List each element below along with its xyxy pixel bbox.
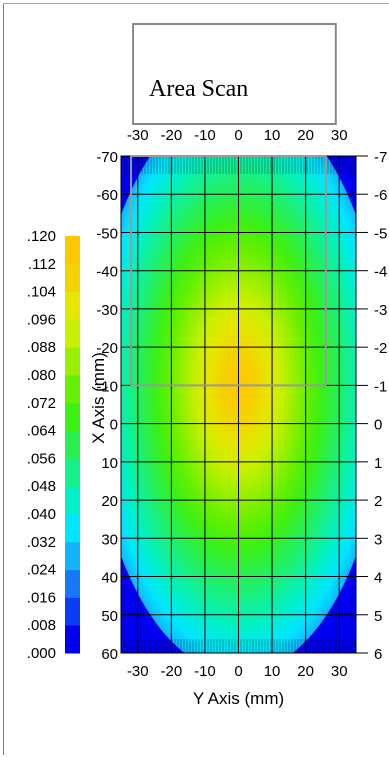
y-axis-label: X Axis (mm) (89, 352, 108, 444)
colorbar-tick-label: .024 (27, 562, 56, 579)
colorbar-tick-label: .112 (28, 256, 56, 273)
bottom-x-tick-labels: -30 -20 -10 0 10 20 30 (127, 663, 348, 680)
chart-title: Area Scan (149, 76, 248, 102)
figure-frame (3, 3, 389, 755)
x-tick-label-bottom: 20 (297, 663, 314, 680)
colorbar-tick-label: .072 (27, 395, 56, 412)
y-tick-label-right: 2 (374, 493, 382, 510)
y-tick-label-right: 5 (374, 608, 382, 625)
annotation-outline (130, 155, 327, 387)
colorbar-segment (65, 402, 80, 432)
colorbar-tick-label: .048 (27, 478, 56, 495)
y-tick-label-right: 0 (374, 417, 382, 434)
colorbar-tick-label: .080 (27, 367, 56, 384)
y-tick-label-left: 50 (101, 608, 118, 625)
y-tick-label-right: -4 (374, 264, 387, 281)
x-tick-label-top: 10 (264, 127, 281, 144)
y-tick-label-left: -20 (96, 340, 118, 357)
colorbar-segment (65, 263, 80, 293)
x-tick-label-top: -10 (194, 127, 216, 144)
colorbar-segment (65, 597, 80, 626)
annotation-box (132, 23, 337, 125)
colorbar-tick-label: .088 (27, 339, 56, 356)
colorbar-tick-label: .120 (27, 228, 56, 245)
x-tick-label-top: -30 (127, 127, 149, 144)
colorbar-segment (65, 625, 80, 654)
y-tick-label-left: 10 (101, 455, 118, 472)
y-tick-label-right: 6 (374, 646, 382, 663)
colorbar-segment (65, 458, 80, 487)
colorbar-tick-label: .096 (27, 311, 56, 328)
x-tick-label-top: 30 (331, 127, 348, 144)
colorbar-tick-labels: .120 .112 .104 .096 .088 .080 .072 .064 .056 .048… (27, 228, 56, 662)
x-tick-label-bottom: 10 (264, 663, 281, 680)
colorbar-segment (65, 319, 80, 348)
top-x-tick-labels: -30 -20 -10 0 10 20 30 (127, 127, 348, 144)
colorbar-tick-label: .032 (27, 534, 56, 551)
colorbar-segment (65, 347, 80, 376)
colorbar-segment (65, 375, 80, 404)
x-tick-label-bottom: -30 (127, 663, 149, 680)
x-tick-label-bottom: 0 (234, 663, 242, 680)
y-tick-label-right: 3 (374, 531, 382, 548)
colorbar-tick-label: .008 (27, 617, 56, 634)
y-tick-label-left: 30 (101, 531, 118, 548)
colorbar-tick-label: .000 (27, 645, 56, 662)
y-tick-label-left: 0 (110, 417, 118, 434)
colorbar-segment (65, 541, 80, 571)
y-tick-label-right: 1 (374, 455, 382, 472)
colorbar-segment (65, 486, 80, 515)
x-tick-label-top: -20 (161, 127, 183, 144)
x-axis-label: Y Axis (mm) (193, 689, 284, 708)
y-tick-label-right: -3 (374, 302, 387, 319)
left-y-tick-labels: -70 -60 -50 -40 -30 -20 -10 0 10 20 30 40 50 60 (96, 149, 118, 663)
y-tick-label-right: 4 (374, 570, 382, 587)
y-tick-label-right: -7 (374, 149, 387, 166)
x-tick-label-bottom: -10 (194, 663, 216, 680)
colorbar-segment (65, 236, 80, 265)
x-tick-label-top: 20 (297, 127, 314, 144)
y-tick-label-left: -50 (96, 225, 118, 242)
y-tick-label-right: -6 (374, 187, 387, 204)
colorbar-tick-label: .016 (27, 589, 56, 606)
y-tick-label-right: -2 (374, 340, 387, 357)
colorbar-tick-label: .056 (27, 450, 56, 467)
y-tick-label-left: 60 (101, 646, 118, 663)
y-tick-label-left: -40 (96, 264, 118, 281)
area-scan-annotation: Area Scan (132, 23, 337, 125)
y-tick-label-left: -10 (96, 378, 118, 395)
x-tick-label-top: 0 (234, 127, 242, 144)
y-tick-label-left: 40 (101, 570, 118, 587)
colorbar-segment (65, 514, 80, 543)
right-y-tick-labels: -7 -6 -5 -4 -3 -2 -1 0 1 2 3 4 5 6 (356, 149, 387, 663)
y-tick-label-right: -1 (374, 378, 387, 395)
x-tick-label-bottom: -20 (161, 663, 183, 680)
plot-area (120, 155, 357, 654)
y-tick-label-left: -70 (96, 149, 118, 166)
y-tick-label-right: -5 (374, 225, 387, 242)
colorbar-segment (65, 291, 80, 320)
y-tick-label-left: -60 (96, 187, 118, 204)
colorbar (65, 236, 80, 654)
colorbar-tick-label: .040 (27, 506, 56, 523)
x-tick-label-bottom: 30 (331, 663, 348, 680)
y-tick-label-left: 20 (101, 493, 118, 510)
colorbar-segment (65, 430, 80, 459)
y-tick-label-left: -30 (96, 302, 118, 319)
colorbar-tick-label: .064 (27, 423, 56, 440)
colorbar-segment (65, 569, 80, 598)
colorbar-tick-label: .104 (27, 284, 56, 301)
